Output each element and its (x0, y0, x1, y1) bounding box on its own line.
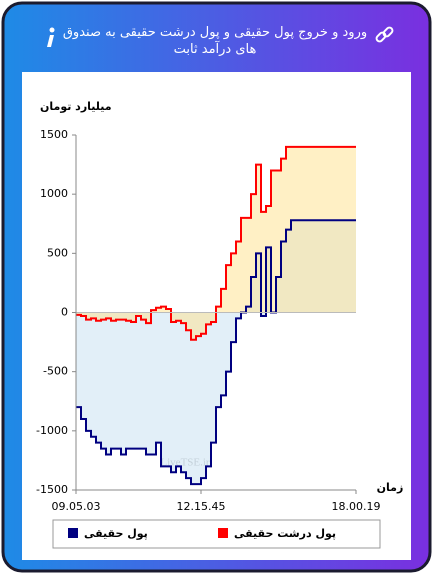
link-icon[interactable] (375, 26, 394, 43)
header-title: ورود و خروج پول حقیقی و پول درشت حقیقی ب… (62, 25, 368, 57)
y-tick-label: 1000 (40, 187, 68, 200)
x-tick-label: 18.00.19 (332, 500, 381, 513)
legend-swatch (68, 528, 78, 538)
y-tick-label: 500 (47, 246, 68, 259)
y-tick-label: 0 (61, 306, 68, 319)
info-icon[interactable] (47, 27, 55, 48)
y-tick-label: -500 (43, 365, 68, 378)
y-axis-label: میلیارد تومان (40, 100, 112, 113)
legend (52, 519, 381, 549)
watermark: LiveTSE.ir (160, 457, 210, 469)
y-tick-label: -1500 (36, 483, 68, 496)
x-axis-label: زمان (377, 481, 404, 494)
x-tick-label: 12.15.45 (177, 500, 226, 513)
series-line (76, 219, 356, 486)
y-tick-label: 1500 (40, 128, 68, 141)
area (76, 146, 356, 340)
plot (76, 145, 356, 486)
legend-label: پول حقیقی (84, 527, 148, 540)
legend-label: پول درشت حقیقی (234, 527, 336, 540)
x-tick-label: 09.05.03 (52, 500, 101, 513)
series-line (76, 145, 356, 341)
legend-swatch (218, 528, 228, 538)
y-tick-label: -1000 (36, 424, 68, 437)
